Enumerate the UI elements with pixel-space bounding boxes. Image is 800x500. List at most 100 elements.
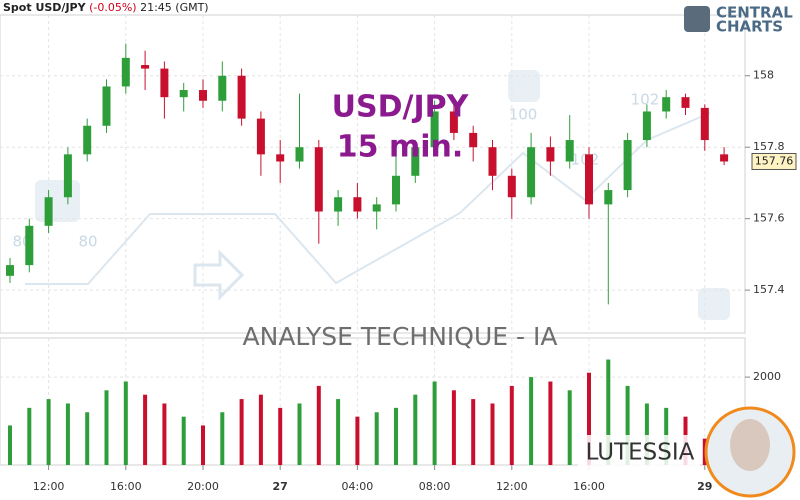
candle-body: [488, 147, 497, 176]
candle-body: [507, 175, 516, 198]
logo-text: CENTRAL: [716, 4, 793, 22]
candle-body: [700, 107, 709, 141]
volume-bar: [606, 359, 611, 465]
volume-bar: [471, 399, 476, 465]
last-price-box: [751, 152, 797, 170]
x-tick-label: 04:00: [342, 480, 374, 493]
overlay-brand: LUTESSIA: [586, 440, 695, 466]
volume-bar: [644, 403, 649, 465]
candle-body: [372, 204, 381, 212]
volume-bar: [27, 407, 32, 465]
price-pane: [0, 14, 746, 334]
candle-body: [411, 147, 420, 176]
candle-body: [121, 57, 130, 87]
candle-body: [642, 111, 651, 141]
volume-bar: [143, 394, 148, 465]
volume-bar: [123, 381, 128, 465]
volume-bar: [355, 416, 360, 465]
overlay-symbol: USD/JPY: [332, 90, 470, 125]
logo-mark: [684, 6, 710, 32]
candle-body: [141, 65, 150, 69]
volume-bar: [162, 403, 167, 465]
volume-bar: [625, 385, 630, 465]
watermark-label: 80: [78, 233, 97, 251]
watermark-label: 100: [509, 106, 538, 124]
x-tick-label: 20:00: [187, 480, 219, 493]
volume-bar: [8, 425, 12, 465]
candle-body: [604, 190, 613, 205]
candle-body: [392, 175, 400, 205]
candle-body: [623, 140, 632, 191]
watermark-icon: [698, 288, 730, 320]
volume-bar: [432, 381, 437, 465]
candle-body: [565, 140, 574, 162]
candle-body: [179, 90, 188, 98]
volume-bar: [297, 403, 302, 465]
candle-body: [546, 147, 555, 162]
candle-body: [662, 97, 671, 112]
avatar-face: [730, 419, 770, 471]
brand-box: [578, 435, 700, 471]
volume-bar: [220, 412, 225, 465]
volume-bar: [394, 407, 398, 465]
x-tick-label: 08:00: [419, 480, 451, 493]
y-tick-label: 158: [753, 69, 774, 82]
y-tick-label: 157.4: [753, 283, 785, 296]
candle-body: [63, 154, 72, 198]
header: Spot USD/JPY (-0.05%) 21:45 (GMT): [3, 1, 209, 14]
volume-bar: [451, 390, 456, 465]
x-tick-label: 27: [273, 480, 288, 493]
volume-bar: [85, 412, 90, 465]
candle-body: [6, 265, 14, 276]
volume-bar: [46, 399, 51, 465]
watermark-line: [25, 112, 711, 285]
candle-body: [102, 86, 111, 126]
candle-body: [527, 147, 536, 198]
time: 21:45 (GMT): [140, 1, 209, 14]
overlay-banner: ANALYSE TECHNIQUE - IA: [243, 322, 558, 351]
volume-bar: [567, 390, 572, 465]
x-tick-label: 29: [697, 480, 712, 493]
candle-body: [160, 68, 169, 98]
change: (-0.05%): [89, 1, 137, 14]
volume-bar: [278, 407, 283, 465]
volume-bar: [587, 372, 591, 465]
volume-bar: [239, 399, 244, 465]
candle-body: [314, 147, 323, 212]
candle-body: [430, 111, 439, 148]
volume-bar: [413, 394, 418, 465]
volume-bar: [336, 399, 341, 465]
volume-bar: [316, 385, 321, 465]
volume-bar: [181, 416, 186, 465]
watermark-icon: [35, 180, 80, 222]
y-tick-label: 157.6: [753, 212, 785, 225]
candle-body: [334, 197, 343, 212]
instrument: Spot USD/JPY: [3, 1, 86, 14]
candle-body: [681, 97, 690, 108]
logo: CENTRAL CHARTS: [684, 4, 793, 36]
candle-body: [720, 154, 729, 162]
y-tick-label: 157.8: [753, 140, 785, 153]
watermark-label: 102: [631, 91, 660, 109]
overlay-timeframe: 15 min.: [337, 130, 464, 165]
volume-bar: [529, 377, 534, 465]
volume-bar: [374, 412, 379, 465]
watermark-icon: [508, 70, 540, 102]
volume-bar: [65, 403, 70, 465]
x-tick-label: 16:00: [573, 480, 605, 493]
candle-body: [585, 154, 593, 205]
candle-body: [469, 132, 478, 148]
candle-body: [199, 90, 207, 101]
candle-body: [44, 197, 53, 226]
y-tick-label: 2000: [753, 370, 781, 383]
volume-bar: [509, 385, 514, 465]
x-tick-label: 12:00: [33, 480, 65, 493]
candle-body: [276, 154, 285, 162]
candle-body: [83, 125, 92, 155]
candle-body: [237, 75, 246, 119]
candle-body: [353, 197, 362, 212]
volume-bar: [258, 394, 263, 465]
volume-bar: [490, 403, 495, 465]
